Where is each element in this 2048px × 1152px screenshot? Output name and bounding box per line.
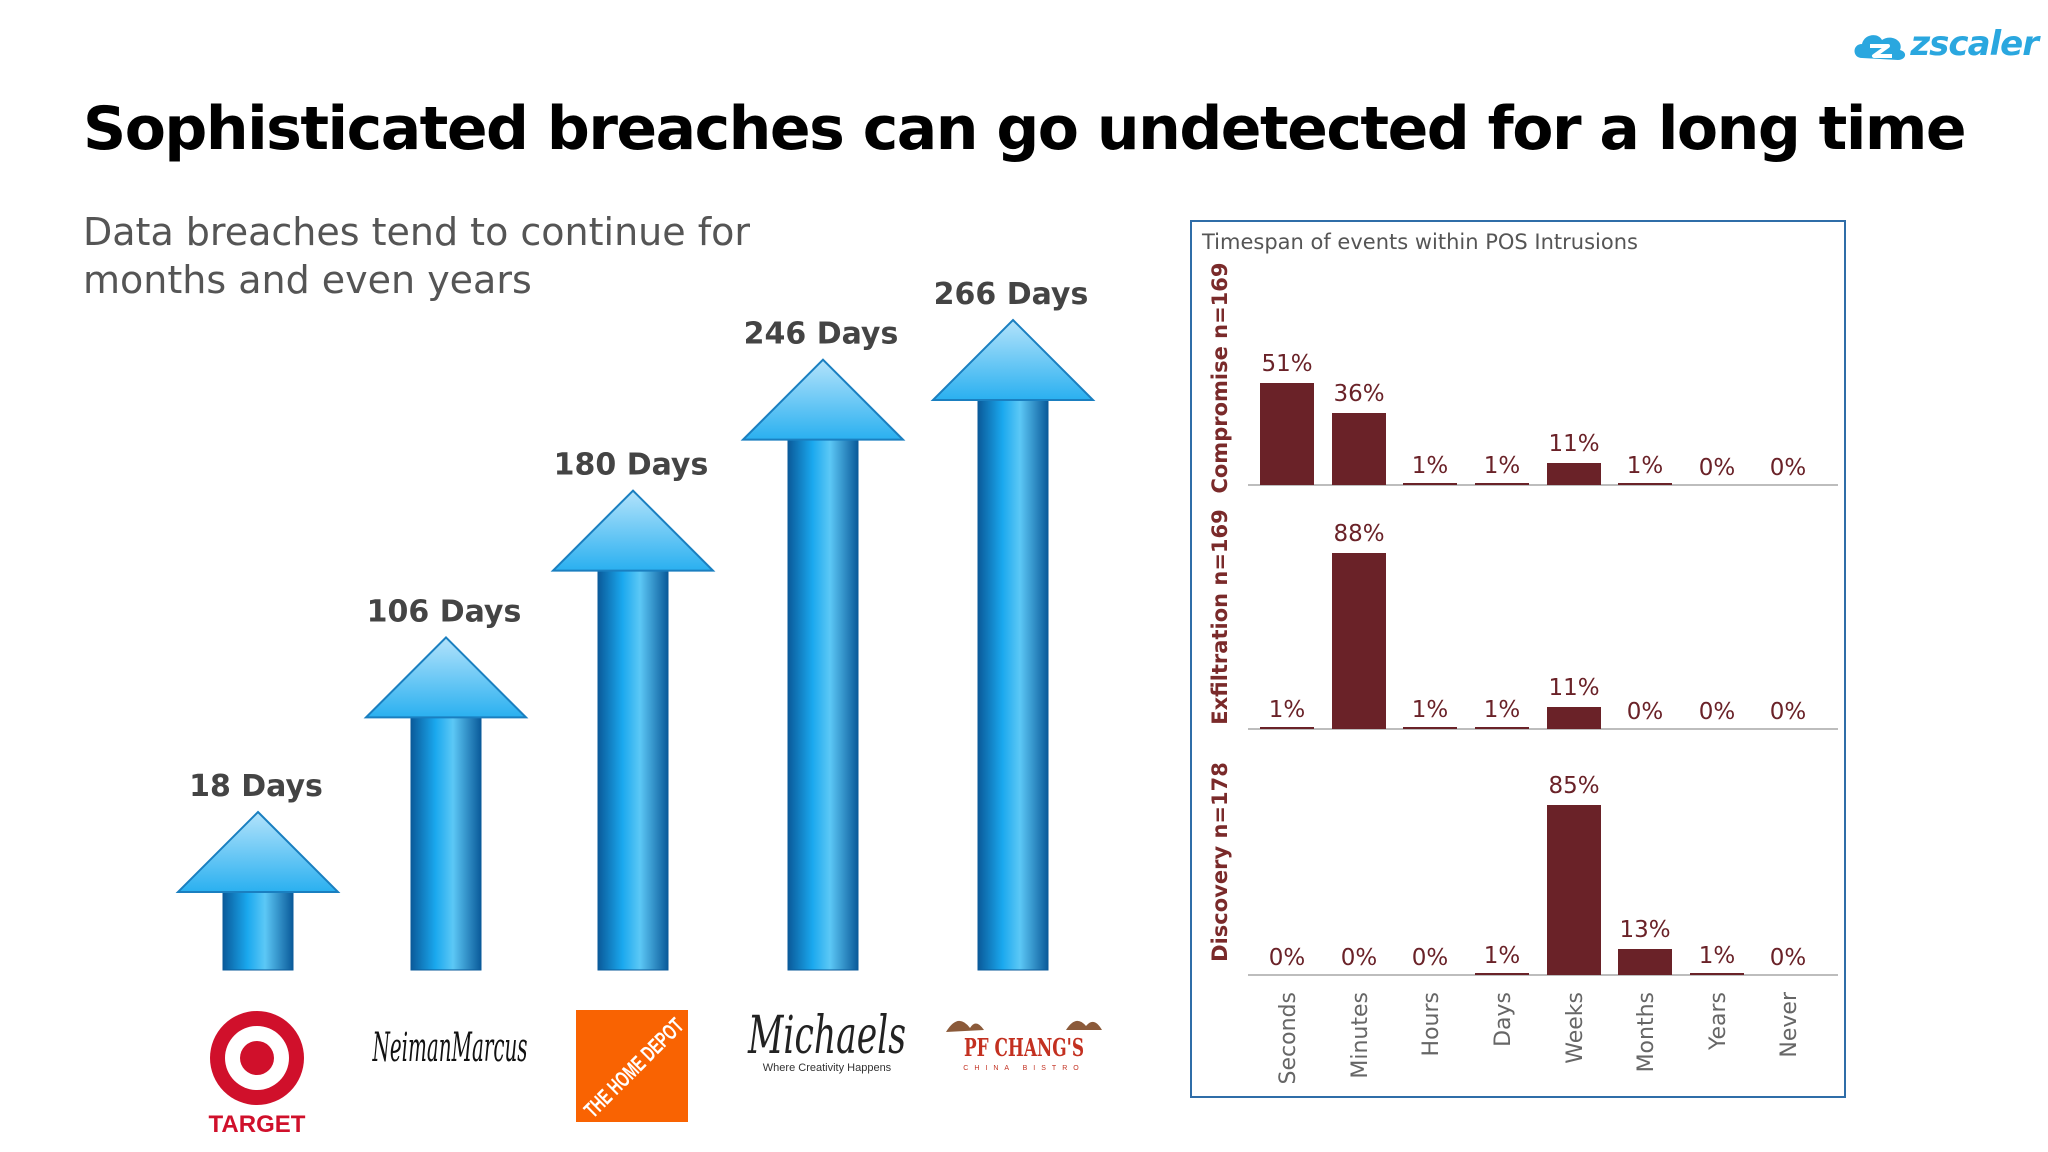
pf-changs-logo: PF CHANG'S CHINA BISTRO: [946, 1020, 1102, 1072]
arrow-days-label: 106 Days: [367, 594, 522, 629]
arrow-days-label: 246 Days: [744, 317, 899, 352]
breach-duration-arrows: 18 Days 106 Days 180 Days 246 Days 266 Days: [175, 277, 1096, 971]
arrow-days-label: 180 Days: [554, 448, 709, 483]
neiman-marcus-logo: NeimanMarcus: [372, 1025, 527, 1071]
pf-changs-logo-text: PF CHANG'S: [964, 1033, 1084, 1062]
zscaler-brand-text: zscaler: [1910, 24, 2039, 64]
zscaler-logo: zscaler: [1850, 24, 2039, 64]
neiman-marcus-logo-text: NeimanMarcus: [372, 1025, 527, 1071]
arrow-neiman-marcus: 106 Days: [363, 594, 529, 971]
michaels-logo-text: Michaels: [747, 1006, 906, 1066]
arrow-target: 18 Days: [175, 769, 341, 971]
michaels-logo: Michaels Where Creativity Happens: [747, 1006, 906, 1074]
arrow-the-home-depot: 180 Days: [550, 448, 716, 971]
slide-subtitle: Data breaches tend to continue for month…: [83, 210, 750, 302]
arrow-michaels: 246 Days: [740, 317, 906, 971]
arrow-pf-chang-s: 266 Days: [930, 277, 1096, 971]
arrow-days-label: 266 Days: [934, 277, 1089, 312]
pos-intrusion-chart-frame: [1190, 220, 1846, 1098]
michaels-logo-tagline: Where Creativity Happens: [763, 1062, 892, 1074]
target-logo-text: TARGET: [209, 1111, 306, 1138]
slide-title: Sophisticated breaches can go undetected…: [83, 94, 1967, 164]
arrow-days-label: 18 Days: [189, 769, 323, 804]
cloud-icon: [1854, 35, 1906, 60]
pf-changs-logo-tagline: CHINA BISTRO: [963, 1065, 1084, 1072]
target-logo: TARGET: [209, 1011, 306, 1138]
home-depot-logo: THE HOME DEPOT: [576, 1010, 688, 1122]
